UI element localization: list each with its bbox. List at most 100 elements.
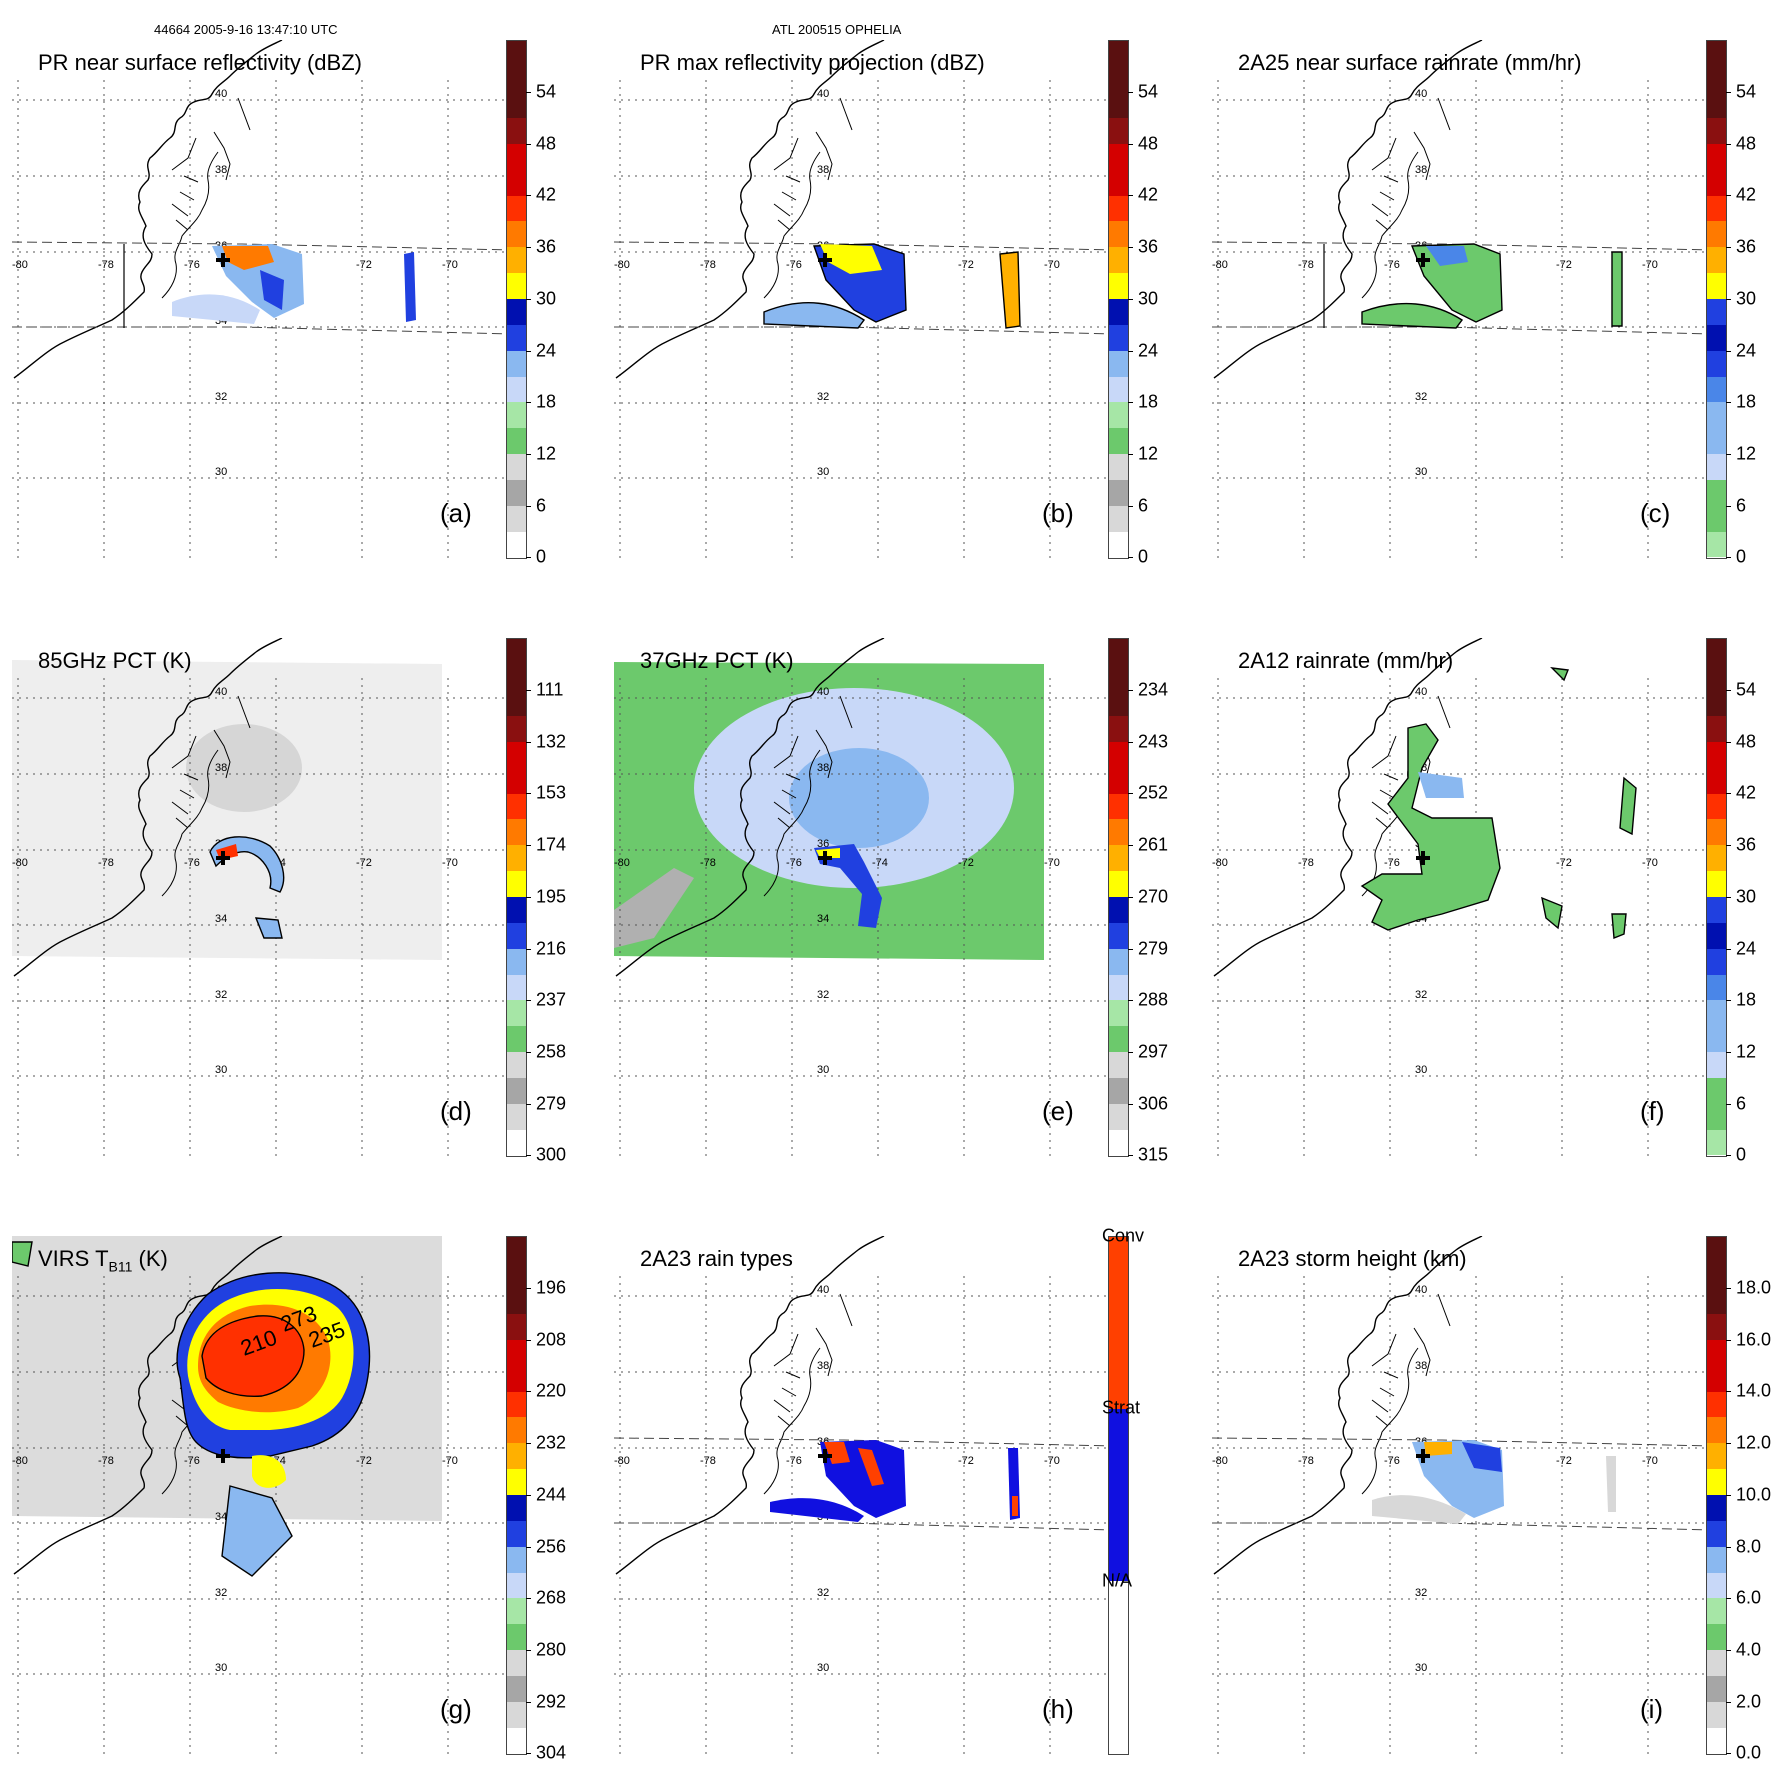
colorbar-label: 36 xyxy=(1736,834,1757,855)
colorbar-tick xyxy=(526,1443,531,1444)
colorbar-label: 24 xyxy=(1138,340,1159,361)
colorbar-segment xyxy=(1706,1494,1726,1521)
colorbar-tick xyxy=(1726,1702,1731,1703)
colorbar-tick xyxy=(1726,92,1731,93)
colorbar-segment xyxy=(506,1287,526,1315)
colorbar-label: 304 xyxy=(536,1742,567,1763)
colorbar-label: 132 xyxy=(536,731,567,752)
lon-tick-label: -72 xyxy=(1556,1455,1572,1467)
east-cell xyxy=(999,251,1021,329)
colorbar-segment xyxy=(506,1077,526,1104)
colorbar-tick xyxy=(1726,557,1731,558)
colorbar-segment xyxy=(506,1468,526,1495)
colorbar-segment xyxy=(506,298,526,325)
colorbar-frame xyxy=(506,40,527,559)
colorbar-segment xyxy=(1108,715,1128,742)
colorbar-tick xyxy=(1128,1155,1133,1156)
colorbar-tick xyxy=(1726,454,1731,455)
colorbar-label: 4.0 xyxy=(1736,1639,1762,1660)
colorbar-label: 300 xyxy=(536,1144,567,1165)
colorbar-label: 54 xyxy=(1138,81,1159,102)
outer-band xyxy=(763,302,866,329)
storm-center-cross xyxy=(1416,1449,1430,1463)
lat-tick-label: 32 xyxy=(817,391,829,403)
colorbar-segment xyxy=(506,505,526,532)
colorbar-segment xyxy=(506,1623,526,1651)
colorbar-segment xyxy=(1706,1701,1726,1728)
panel-title: PR near surface reflectivity (dBZ) xyxy=(38,50,362,75)
colorbar-segment xyxy=(506,1701,526,1728)
colorbar-segment xyxy=(506,870,526,897)
panel-letter: (g) xyxy=(440,1694,472,1724)
lon-tick-label: -76 xyxy=(1384,1455,1400,1467)
cross-bar xyxy=(823,253,827,267)
colorbar-g: 304 292 280 268 256 244 232 220 208 196 xyxy=(506,1236,586,1763)
lat-tick-label: 40 xyxy=(1415,1284,1427,1296)
storm-id: ATL 200515 OPHELIA xyxy=(772,22,902,37)
lon-tick-label: -76 xyxy=(786,259,802,271)
colorbar-segment xyxy=(1706,1442,1726,1470)
colorbar-segment xyxy=(1706,1261,1726,1289)
colorbar-label: 243 xyxy=(1138,731,1169,752)
colorbar-label: 18 xyxy=(1138,391,1159,412)
colorbar-label: 288 xyxy=(1138,989,1169,1010)
lon-tick-label: -78 xyxy=(700,259,716,271)
colorbar-tick xyxy=(1726,793,1731,794)
colorbar-label: 12 xyxy=(536,443,557,464)
panel-g: 403836343230-80-78-76-74-72-70273210235 … xyxy=(12,1236,566,1781)
colorbar-segment xyxy=(506,1129,526,1156)
colorbar-tick xyxy=(1726,949,1731,950)
swath-edge-south xyxy=(1212,1522,1712,1531)
colorbar-segment xyxy=(1108,376,1128,403)
outer-band xyxy=(770,1498,864,1522)
bay-shoreline xyxy=(1361,1293,1451,1495)
colorbar-tick xyxy=(1128,506,1133,507)
colorbar-segment xyxy=(506,427,526,455)
colorbar-segment xyxy=(1706,427,1726,455)
colorbar-segment xyxy=(1706,1597,1726,1625)
colorbar-segment xyxy=(1706,948,1726,975)
deep-convection xyxy=(816,848,840,858)
colorbar-segment xyxy=(1108,689,1128,717)
colorbar-tick xyxy=(526,1598,531,1599)
coastline xyxy=(615,40,885,379)
colorbar-segment xyxy=(1706,1572,1726,1599)
colorbar-segment xyxy=(1706,715,1726,742)
colorbar-label: 36 xyxy=(1736,236,1757,257)
colorbar-segment xyxy=(1108,40,1128,67)
colorbar-tick xyxy=(1128,845,1133,846)
lat-tick-label: 38 xyxy=(215,762,227,774)
colorbar-segment xyxy=(1706,870,1726,897)
east-convective xyxy=(1012,1496,1018,1516)
colorbar-segment xyxy=(506,479,526,506)
lon-tick-label: -80 xyxy=(12,259,28,271)
colorbar-label: 256 xyxy=(536,1536,567,1557)
colorbar-segment xyxy=(1108,169,1128,196)
colorbar-segment xyxy=(1706,896,1726,923)
swath-edge-south xyxy=(12,326,512,335)
colorbar-d: 300 279 258 237 216 195 174 153 132 111 xyxy=(506,638,586,1165)
colorbar-tick xyxy=(1726,144,1731,145)
lat-tick-label: 40 xyxy=(1415,88,1427,100)
lon-tick-label: -70 xyxy=(1044,259,1060,271)
colorbar-label: 153 xyxy=(536,782,567,803)
colorbar-tick xyxy=(1128,247,1133,248)
colorbar-segment xyxy=(1108,324,1128,351)
colorbar-segment xyxy=(506,1391,526,1418)
colorbar-segment xyxy=(506,844,526,872)
colorbar-segment xyxy=(506,948,526,975)
colorbar-label: 48 xyxy=(1138,133,1159,154)
colorbar-segment xyxy=(506,689,526,717)
lon-tick-label: -70 xyxy=(1044,857,1060,869)
colorbar-segment xyxy=(1706,298,1726,325)
colorbar-tick xyxy=(1726,897,1731,898)
colorbar-tick xyxy=(1128,1104,1133,1105)
colorbar-segment xyxy=(506,324,526,351)
panel-letter: (b) xyxy=(1042,498,1074,528)
colorbar-tick xyxy=(526,1340,531,1341)
colorbar-label: 18 xyxy=(536,391,557,412)
colorbar-label: 54 xyxy=(1736,679,1757,700)
